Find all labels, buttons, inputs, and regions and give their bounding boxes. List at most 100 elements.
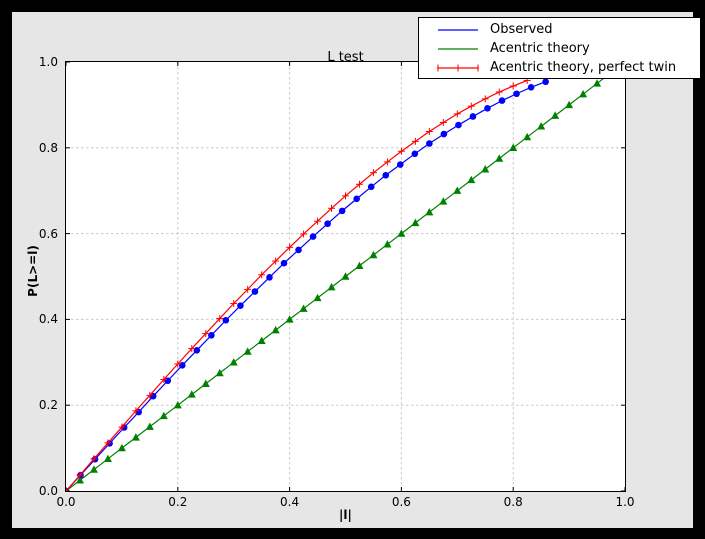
y-tick-label: 0.8 <box>38 140 58 155</box>
x-tick-label: 1.0 <box>615 495 635 509</box>
plus-marker <box>272 257 280 265</box>
circle-marker <box>469 113 477 120</box>
plus-marker <box>481 95 489 103</box>
circle-marker <box>149 392 157 400</box>
circle-marker <box>208 331 215 339</box>
triangle-marker <box>411 218 420 227</box>
triangle-marker <box>187 390 196 398</box>
triangle-marker <box>299 304 308 312</box>
triangle-marker <box>383 240 392 248</box>
legend-box: Observed Acentric theory Acentric theory… <box>418 17 701 79</box>
legend-label-perfect-twin: Acentric theory, perfect twin <box>490 60 677 75</box>
plus-marker <box>314 217 322 225</box>
plus-marker <box>104 439 112 447</box>
plus-marker <box>160 375 168 383</box>
triangle-marker <box>453 186 462 194</box>
triangle-marker <box>75 476 84 484</box>
plus-marker <box>216 315 224 323</box>
triangle-marker <box>439 197 448 205</box>
triangle-marker <box>397 229 406 237</box>
chart-plot-svg <box>66 62 625 491</box>
plus-marker <box>132 407 140 415</box>
circle-marker <box>455 121 462 129</box>
triangle-marker <box>523 132 532 141</box>
plus-marker <box>439 118 447 126</box>
plus-marker <box>300 230 308 238</box>
perfect-twin-line-sample <box>437 64 479 71</box>
plus-marker <box>90 455 98 463</box>
circle-marker <box>222 316 230 324</box>
triangle-marker <box>481 165 490 173</box>
acentric-theory-line-sample <box>438 47 478 50</box>
legend-label-acentric-theory: Acentric theory <box>490 41 590 56</box>
triangle-marker <box>341 272 350 280</box>
plus-marker <box>454 64 462 71</box>
x-tick-label: 0.6 <box>391 495 411 509</box>
plus-marker <box>397 147 405 155</box>
y-tick-label: 0.4 <box>38 312 58 327</box>
triangle-marker <box>495 154 504 162</box>
plot-area <box>65 61 626 492</box>
plus-marker <box>118 423 126 431</box>
series-line <box>66 81 546 491</box>
circle-marker <box>353 195 360 203</box>
plus-marker <box>425 127 433 135</box>
observed-line-sample <box>438 28 478 31</box>
y-tick-label: 1.0 <box>38 55 58 69</box>
legend-label-observed: Observed <box>490 22 553 37</box>
plus-marker <box>355 180 363 188</box>
y-tick-label: 0.0 <box>38 484 58 498</box>
acentric-theory-series <box>66 68 616 491</box>
triangle-marker <box>229 358 238 366</box>
triangle-marker <box>159 411 168 420</box>
triangle-marker <box>355 261 364 269</box>
plus-marker <box>369 169 377 177</box>
x-tick-label: 0.4 <box>280 495 300 509</box>
triangle-marker <box>467 175 476 184</box>
circle-marker <box>498 97 506 104</box>
circle-marker <box>178 362 186 369</box>
circle-marker <box>295 246 302 254</box>
triangle-marker <box>201 379 210 387</box>
plus-marker <box>437 64 442 71</box>
circle-marker <box>324 220 331 228</box>
triangle-marker <box>509 143 518 151</box>
plus-marker <box>509 82 517 90</box>
circle-marker <box>237 302 244 309</box>
triangle-marker <box>593 79 602 87</box>
y-tick-label: 0.2 <box>38 398 58 413</box>
series-line <box>66 72 612 491</box>
triangle-marker <box>243 347 252 355</box>
circle-marker <box>513 90 520 98</box>
plus-marker <box>411 137 419 145</box>
legend-item-acentric-theory: Acentric theory <box>437 39 700 58</box>
plus-marker <box>230 300 238 308</box>
circle-marker <box>251 288 259 295</box>
plus-marker <box>258 271 266 279</box>
plus-marker <box>328 204 336 212</box>
triangle-marker <box>537 122 546 130</box>
plus-marker <box>244 285 252 293</box>
circle-marker <box>367 183 375 191</box>
triangle-marker <box>89 465 98 473</box>
plus-marker <box>453 110 461 118</box>
x-axis-label: |l| <box>339 508 352 522</box>
circle-marker <box>542 78 549 86</box>
triangle-marker <box>565 100 574 109</box>
triangle-marker <box>369 250 378 259</box>
triangle-marker <box>271 325 280 334</box>
legend-item-observed: Observed <box>437 20 700 39</box>
triangle-marker <box>145 422 154 430</box>
plus-marker <box>474 64 479 71</box>
plus-marker <box>188 345 196 353</box>
acentric-theory-perfect-twin-series <box>66 76 531 491</box>
triangle-marker <box>117 443 126 452</box>
circle-marker <box>338 207 346 215</box>
circle-marker <box>426 140 433 147</box>
triangle-marker <box>327 283 336 291</box>
triangle-marker <box>173 401 182 409</box>
plus-marker <box>146 391 154 399</box>
triangle-marker <box>285 315 294 323</box>
plus-marker <box>495 88 503 96</box>
